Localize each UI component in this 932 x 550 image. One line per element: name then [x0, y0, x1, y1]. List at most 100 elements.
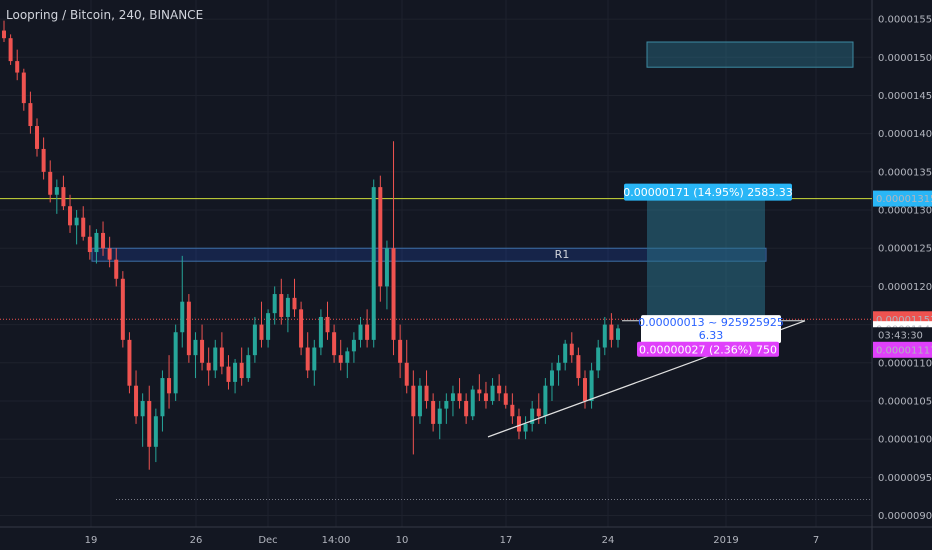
candle-body — [477, 389, 482, 394]
candle-body — [530, 408, 535, 424]
countdown-timer: 03:43:30 — [878, 330, 923, 341]
x-tick-label: 14:00 — [322, 535, 351, 546]
candle-body — [28, 103, 33, 127]
candle-body — [213, 347, 218, 371]
candle-body — [391, 248, 396, 340]
candle-body — [464, 400, 469, 417]
candle-body — [285, 297, 290, 317]
candle-body — [186, 301, 191, 356]
resistance-zone-r1[interactable] — [91, 247, 767, 262]
candle-body — [15, 61, 20, 73]
candle-body — [127, 339, 132, 386]
candle-body — [48, 171, 53, 195]
candle-body — [180, 301, 185, 333]
candle-body — [35, 126, 40, 149]
price-tag: 0.00001157 — [876, 315, 932, 326]
x-tick-label: 26 — [190, 535, 203, 546]
candle-body — [543, 385, 548, 417]
candle-body — [450, 393, 455, 401]
candle-body — [589, 370, 594, 401]
candle-body — [252, 324, 257, 356]
candle-body — [219, 347, 224, 367]
candle-body — [345, 351, 350, 363]
candle-body — [358, 324, 363, 340]
candle-body — [351, 339, 356, 352]
position-info-line-1: 0.00000013 ~ 925925925 — [638, 316, 784, 329]
candle-body — [41, 148, 46, 172]
candle-body — [563, 343, 568, 363]
x-tick-label: 24 — [602, 535, 615, 546]
candle-body — [510, 404, 515, 417]
position-info-background — [641, 315, 781, 344]
candle-body — [226, 366, 231, 382]
candle-body — [134, 385, 139, 417]
candle-body — [365, 324, 370, 340]
candle-body — [609, 324, 614, 340]
target-label-background — [624, 183, 792, 201]
resistance-zone-label: R1 — [555, 248, 570, 261]
candle-body — [312, 347, 317, 371]
price-tag: 0.00001315 — [876, 194, 932, 205]
candle-body — [239, 362, 244, 379]
candle-body — [61, 187, 66, 207]
candle-body — [140, 400, 145, 417]
candle-body — [444, 400, 449, 409]
candle-body — [233, 362, 238, 382]
stop-label: 0.00000027 (2.36%) 750 — [639, 343, 777, 356]
candle-body — [259, 324, 264, 340]
candle-body — [569, 343, 574, 356]
candle-body — [2, 30, 6, 39]
candle-body — [305, 347, 310, 371]
candle-body — [523, 423, 528, 432]
candle-body — [160, 378, 165, 417]
candle-body — [266, 313, 271, 340]
price-tag-background — [873, 341, 932, 358]
candle-body — [490, 385, 495, 401]
candle-body — [120, 278, 125, 340]
x-tick-label: 10 — [396, 535, 409, 546]
candle-body — [8, 38, 13, 62]
candle-body — [206, 362, 211, 371]
candle-body — [147, 400, 152, 447]
candle-body — [616, 328, 620, 340]
position-target-zone[interactable] — [647, 198, 765, 330]
candle-body — [87, 236, 92, 253]
x-tick-label: 7 — [813, 535, 819, 546]
candle-body — [549, 370, 554, 386]
candle-body — [74, 217, 79, 226]
candle-body — [332, 332, 337, 356]
candle-body — [193, 339, 198, 356]
candle-body — [503, 393, 508, 405]
candle-body — [576, 355, 581, 379]
candle-body — [470, 389, 475, 417]
candle-body — [457, 393, 462, 401]
candle-body — [68, 206, 73, 226]
candle-body — [107, 248, 112, 260]
candle-body — [279, 294, 284, 317]
chart-title: Loopring / Bitcoin, 240, BINANCE — [6, 8, 204, 22]
stop-label-background — [637, 341, 779, 357]
candle-body — [299, 309, 304, 348]
candle-body — [338, 355, 343, 363]
candle-body — [200, 339, 205, 363]
candle-body — [167, 378, 172, 394]
candle-body — [371, 187, 376, 340]
x-tick-label: Dec — [258, 535, 277, 546]
candle-body — [325, 316, 330, 333]
candle-body — [54, 187, 59, 195]
candle-body — [424, 385, 429, 401]
target-label: 0.00000171 (14.95%) 2583.33 — [623, 186, 793, 199]
top-rectangle-zone[interactable] — [646, 41, 854, 68]
candle-body — [81, 217, 86, 237]
price-tag: 0.00001117 — [876, 345, 932, 356]
